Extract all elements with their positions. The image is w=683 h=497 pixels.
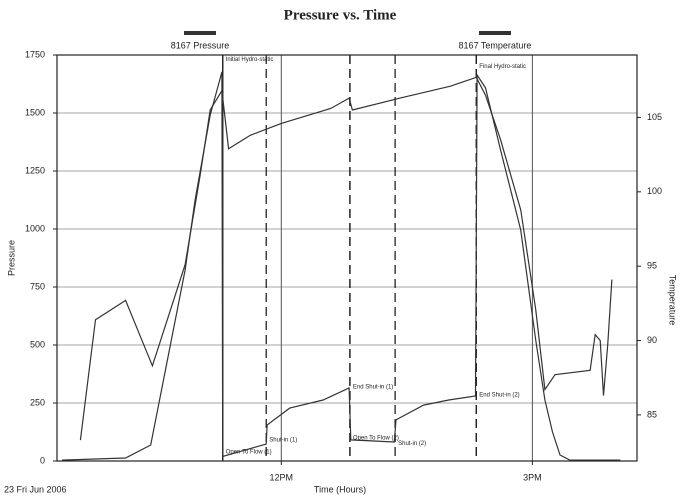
y-tick-label: 500 bbox=[30, 339, 45, 349]
event-label: End Shut-in (1) bbox=[353, 384, 393, 390]
y-tick-label: 1500 bbox=[25, 107, 45, 117]
y-tick-label: 1750 bbox=[25, 49, 45, 59]
x-axis-label: Time (Hours) bbox=[314, 484, 366, 494]
y2-tick-label: 100 bbox=[647, 186, 662, 196]
plot-frame bbox=[56, 54, 638, 462]
y2-tick-label: 90 bbox=[647, 335, 657, 345]
event-label: End Shut-in (2) bbox=[479, 392, 519, 398]
series-line bbox=[79, 76, 613, 441]
legend-label: 8167 Pressure bbox=[171, 40, 230, 50]
y2-tick-label: 105 bbox=[647, 112, 662, 122]
y2-tick-label: 85 bbox=[647, 409, 657, 419]
date-note: 23 Fri Jun 2006 bbox=[4, 484, 67, 494]
legend-swatch bbox=[479, 31, 511, 35]
event-label: Open To Flow (1) bbox=[226, 449, 272, 455]
chart-title: Pressure vs. Time bbox=[284, 7, 397, 23]
y-tick-label: 250 bbox=[30, 397, 45, 407]
y-axis-label: Pressure bbox=[6, 240, 16, 276]
series-line bbox=[61, 71, 621, 461]
y-tick-label: 0 bbox=[40, 455, 45, 465]
event-label: Open To Flow (2) bbox=[353, 435, 399, 441]
x-tick-label: 3PM bbox=[523, 472, 542, 482]
y-tick-label: 1000 bbox=[25, 223, 45, 233]
x-tick-label: 12PM bbox=[270, 472, 294, 482]
event-label: Shut-in (1) bbox=[269, 438, 297, 444]
legend-label: 8167 Temperature bbox=[459, 40, 532, 50]
y2-axis-label: Temperature bbox=[668, 275, 678, 326]
y2-tick-label: 95 bbox=[647, 261, 657, 271]
y-tick-label: 750 bbox=[30, 281, 45, 291]
legend-swatch bbox=[184, 31, 216, 35]
event-label: Initial Hydro-static bbox=[226, 57, 274, 63]
event-label: Final Hydro-static bbox=[479, 64, 526, 70]
y-tick-label: 1250 bbox=[25, 165, 45, 175]
event-label: Shut-in (2) bbox=[398, 441, 426, 447]
